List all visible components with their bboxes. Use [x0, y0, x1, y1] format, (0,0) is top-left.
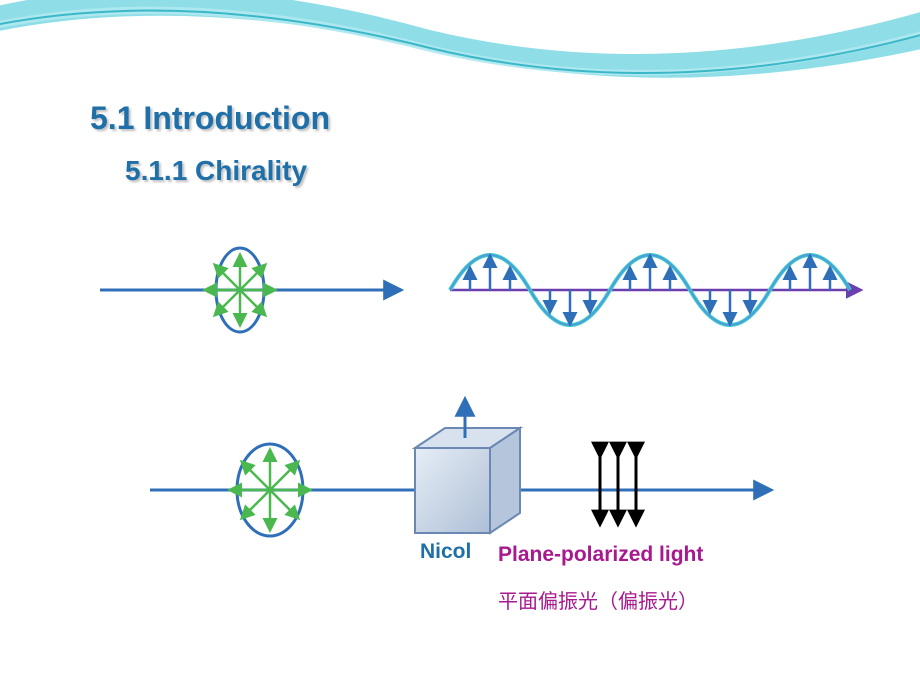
- section-heading: 5.1 Introduction: [90, 100, 330, 137]
- plane-polarized-label-zh: 平面偏振光（偏振光）: [498, 585, 698, 614]
- diagram-wave: [440, 230, 870, 350]
- diagram-radial-light: [90, 230, 410, 350]
- subsection-heading: 5.1.1 Chirality: [125, 155, 307, 187]
- nicol-prism-icon: [415, 400, 520, 533]
- plane-polarized-label-en: Plane-polarized light: [498, 543, 703, 567]
- nicol-label: Nicol: [420, 540, 471, 564]
- background-wave: [0, 0, 920, 100]
